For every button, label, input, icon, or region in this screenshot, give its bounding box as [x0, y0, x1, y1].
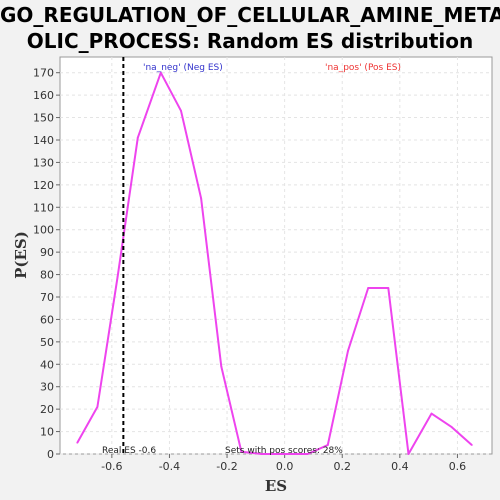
grid-layer: [60, 57, 492, 455]
data-point: [306, 453, 309, 455]
data-point: [96, 405, 99, 408]
y-tick-label: 140: [33, 134, 54, 147]
y-tick-label: 40: [40, 358, 54, 371]
y-tick-label: 60: [40, 313, 54, 326]
y-tick-label: 20: [40, 403, 54, 416]
x-tick-label: -0.6: [101, 460, 122, 473]
data-point: [407, 453, 410, 455]
y-tick-label: 160: [33, 89, 54, 102]
x-tick-label: -0.4: [159, 460, 180, 473]
data-point: [283, 453, 286, 455]
x-tick-label: -0.2: [216, 460, 237, 473]
data-point: [387, 287, 390, 289]
series-layer: [76, 71, 473, 455]
y-tick-label: 120: [33, 179, 54, 192]
y-tick-label: 170: [33, 67, 54, 80]
y-tick-label: 0: [47, 448, 54, 461]
y-tick-label: 80: [40, 269, 54, 282]
y-tick-label: 100: [33, 224, 54, 237]
y-tick-label: 10: [40, 426, 54, 439]
legend-pos: 'na_pos' (Pos ES): [325, 63, 401, 73]
data-point: [159, 71, 162, 74]
x-tick-label: 0.0: [276, 460, 294, 473]
pos-scores-annotation: Sets with pos scores: 28%: [225, 446, 343, 456]
y-tick-label: 70: [40, 291, 54, 304]
y-tick-label: 130: [33, 156, 54, 169]
series-line-0: [76, 71, 473, 455]
data-point: [326, 444, 329, 446]
data-point: [76, 441, 79, 444]
data-point: [367, 287, 370, 289]
data-point: [450, 426, 453, 428]
chart-title: GO_REGULATION_OF_CELLULAR_AMINE_METAB OL…: [0, 0, 500, 54]
data-point: [116, 275, 119, 278]
x-axis-label: ES: [265, 477, 287, 495]
chart-title-line-1: GO_REGULATION_OF_CELLULAR_AMINE_METAB: [0, 3, 500, 27]
y-tick-label: 50: [40, 336, 54, 349]
data-point: [220, 365, 223, 368]
x-axis: -0.6 -0.4 -0.2 0.0 0.2 0.4 0.6: [101, 454, 466, 473]
data-point: [430, 412, 433, 415]
chart-title-line-2: OLIC_PROCESS: Random ES distribution: [26, 29, 474, 53]
legend-neg: 'na_neg' (Neg ES): [143, 63, 223, 73]
x-tick-label: 0.2: [333, 460, 351, 473]
x-tick-label: 0.4: [391, 460, 409, 473]
x-tick-label: 0.6: [449, 460, 467, 473]
data-point: [136, 136, 139, 139]
plot-area: [59, 56, 493, 455]
y-axis: 0 10 20 30 40 50 60 70 80 90 100 110 120 130 140 150 160…: [33, 67, 60, 461]
real-es-annotation: Real ES -0.6: [102, 446, 156, 456]
y-tick-label: 110: [33, 201, 54, 214]
y-tick-label: 150: [33, 112, 54, 125]
y-axis-label: P(ES): [12, 231, 30, 279]
data-point: [180, 109, 182, 112]
data-point: [470, 444, 473, 446]
data-point: [240, 450, 243, 453]
data-point: [200, 197, 203, 200]
data-point: [347, 349, 349, 352]
y-tick-label: 90: [40, 246, 54, 259]
data-point: [260, 453, 263, 455]
y-tick-label: 30: [40, 381, 54, 394]
